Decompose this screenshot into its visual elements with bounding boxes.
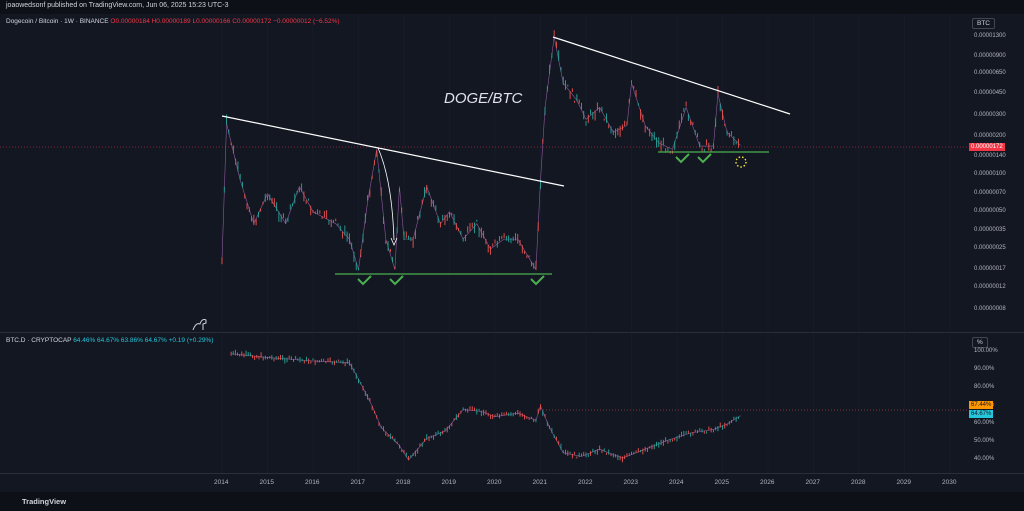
time-tick-label: 2016 (305, 479, 320, 486)
doge-btc-series (221, 30, 741, 271)
time-tick-label: 2021 (532, 479, 547, 486)
price-tick-label: 0.00000100 (974, 170, 1006, 177)
time-tick-label: 2030 (942, 479, 957, 486)
time-tick-label: 2015 (259, 479, 274, 486)
price-tick-label: 0.00000900 (974, 52, 1006, 59)
time-tick-label: 2020 (487, 479, 502, 486)
price-tick-label: 0.00000650 (974, 70, 1006, 77)
arrow-head-icon (390, 237, 398, 247)
chart-svg[interactable]: DOGE/BTC (0, 0, 1024, 492)
time-tick-label: 2028 (851, 479, 866, 486)
sub-ohlc-values: 64.46% 64.67% 63.86% 64.67% +0.19 (+0.29… (73, 337, 214, 344)
btcd-level-badge: 67.44% (969, 401, 994, 409)
dominance-tick-label: 40.00% (974, 456, 995, 462)
trendline-2[interactable] (552, 36, 791, 115)
main-symbol-label: Dogecoin / Bitcoin · 1W · BINANCE (6, 18, 109, 25)
btcd-last-badge: 64.67% (969, 410, 994, 418)
main-currency-button[interactable]: BTC (972, 18, 995, 29)
price-tick-label: 0.00000017 (974, 265, 1006, 272)
time-tick-label: 2017 (350, 479, 365, 486)
pane-separator[interactable] (0, 332, 1024, 333)
time-axis[interactable]: 2014 2015 2016 2017 2018 2019 2020 2021 2022 2023… (0, 474, 968, 492)
price-tick-label: 0.00001300 (974, 33, 1006, 39)
dinosaur-icon (192, 319, 207, 331)
time-tick-label: 2027 (805, 479, 820, 486)
trendline-1[interactable] (221, 115, 565, 187)
time-tick-label: 2018 (396, 479, 411, 486)
main-ohlc-values: O0.00000184 H0.00000189 L0.00000166 C0.0… (110, 18, 340, 25)
price-tick-label: 0.00000008 (974, 306, 1006, 312)
time-tick-label: 2029 (896, 479, 911, 486)
price-tick-label: 0.00000025 (974, 244, 1006, 251)
price-tick-label: 0.00000450 (974, 89, 1006, 96)
time-tick-label: 2014 (214, 479, 229, 486)
dominance-tick-label: 60.00% (974, 420, 995, 426)
time-tick-label: 2019 (441, 479, 456, 486)
series-line (231, 353, 741, 461)
price-tick-label: 0.00000200 (974, 133, 1006, 140)
sub-legend[interactable]: BTC.D · CRYPTOCAP 64.46% 64.67% 63.86% 6… (6, 337, 213, 344)
time-tick-label: 2022 (578, 479, 593, 486)
arrow-path (377, 147, 395, 241)
sub-symbol-label: BTC.D · CRYPTOCAP (6, 337, 72, 344)
top-bar (0, 0, 1024, 14)
time-tick-label: 2026 (760, 479, 775, 486)
price-tick-label: 0.00000050 (974, 207, 1006, 214)
time-tick-label: 2024 (669, 479, 684, 486)
annotation-title: DOGE/BTC (444, 90, 523, 107)
price-tick-label: 0.00000140 (974, 152, 1006, 159)
btc-dominance-series (230, 349, 741, 463)
main-legend[interactable]: Dogecoin / Bitcoin · 1W · BINANCE O0.000… (6, 18, 340, 25)
time-axis-separator (0, 473, 1024, 474)
last-price-badge: 0.00000172 (969, 143, 1005, 151)
sub-currency-button[interactable]: % (972, 337, 988, 348)
main-price-axis[interactable]: 0.00001300 0.00000900 0.00000650 0.00000450… (968, 14, 1024, 332)
tradingview-brand[interactable]: TradingView (22, 497, 67, 506)
dominance-tick-label: 80.00% (974, 384, 995, 390)
checkmark-icon (357, 153, 712, 286)
dominance-tick-label: 50.00% (974, 438, 995, 444)
footer (0, 492, 1024, 511)
grid (221, 14, 951, 473)
dominance-tick-label: 100.00% (974, 348, 998, 354)
price-tick-label: 0.00000012 (974, 284, 1006, 291)
price-tick-label: 0.00000035 (974, 226, 1006, 233)
dotted-circle-icon (735, 156, 747, 168)
publish-text: joaowedsonf published on TradingView.com… (6, 2, 229, 9)
price-tick-label: 0.00000070 (974, 189, 1006, 196)
time-tick-label: 2025 (714, 479, 729, 486)
dominance-tick-label: 90.00% (974, 366, 995, 372)
time-tick-label: 2023 (623, 479, 638, 486)
price-tick-label: 0.00000300 (974, 111, 1006, 118)
